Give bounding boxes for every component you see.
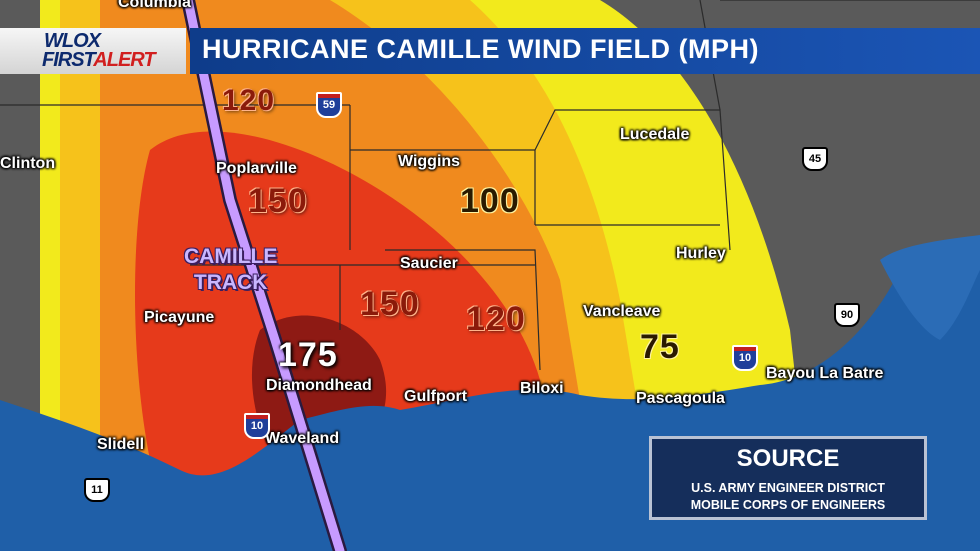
city-lucedale: Lucedale — [620, 126, 690, 143]
mobile-bay-water — [880, 235, 980, 340]
city-clinton: Clinton — [0, 155, 56, 172]
logo-wlox: WLOX — [44, 30, 101, 52]
track-label-line1: CAMILLE — [184, 245, 278, 268]
us-11-shield: 11 — [84, 478, 110, 502]
city-hurley: Hurley — [676, 245, 726, 262]
logo-first-text: FIRST — [42, 49, 94, 71]
wind-label-150-central: 150 — [360, 285, 420, 323]
city-wiggins: Wiggins — [398, 153, 461, 170]
track-label-line2: TRACK — [193, 271, 268, 294]
us-45-shield: 45 — [802, 147, 828, 171]
header-bar: WLOX FIRSTALERT HURRICANE CAMILLE WIND F… — [0, 28, 980, 74]
city-poplarville: Poplarville — [216, 160, 297, 177]
wind-label-150-north: 150 — [248, 182, 308, 220]
city-waveland: Waveland — [265, 430, 340, 447]
city-diamondhead: Diamondhead — [266, 377, 372, 394]
logo-alert-text: ALERT — [93, 49, 155, 71]
city-gulfport: Gulfport — [404, 388, 468, 405]
source-title: SOURCE — [736, 445, 840, 472]
wind-label-100: 100 — [460, 182, 520, 220]
interstate-59-shield: 59 — [316, 92, 342, 118]
us-90-shield: 90 — [834, 303, 860, 327]
city-saucier: Saucier — [400, 255, 458, 272]
wind-label-120-north: 120 — [222, 84, 276, 117]
camille-track-line-inner — [183, 0, 345, 551]
city-vancleave: Vancleave — [583, 303, 661, 320]
city-biloxi: Biloxi — [520, 380, 564, 397]
station-logo: WLOX FIRSTALERT — [0, 28, 186, 74]
source-box: SOURCE U.S. ARMY ENGINEER DISTRICT MOBIL… — [649, 436, 927, 520]
city-bayou-la-batre: Bayou La Batre — [766, 365, 884, 382]
source-line1: U.S. ARMY ENGINEER DISTRICT — [691, 481, 885, 495]
source-line2: MOBILE CORPS OF ENGINEERS — [690, 498, 886, 512]
wind-label-75: 75 — [640, 328, 680, 366]
city-columbia: Columbia — [118, 0, 191, 11]
logo-first-alert: FIRSTALERT — [42, 49, 156, 72]
city-pascagoula: Pascagoula — [636, 390, 725, 407]
wind-label-120-east: 120 — [466, 300, 526, 338]
wind-label-175: 175 — [278, 336, 338, 374]
interstate-10-shield-west: 10 — [244, 413, 270, 439]
city-slidell: Slidell — [97, 436, 145, 453]
city-picayune: Picayune — [144, 309, 215, 326]
page-title: HURRICANE CAMILLE WIND FIELD (MPH) — [202, 34, 759, 64]
title-bar: HURRICANE CAMILLE WIND FIELD (MPH) — [190, 28, 980, 74]
camille-track-label: CAMILLE TRACK — [184, 244, 277, 296]
interstate-10-shield-east: 10 — [732, 345, 758, 371]
